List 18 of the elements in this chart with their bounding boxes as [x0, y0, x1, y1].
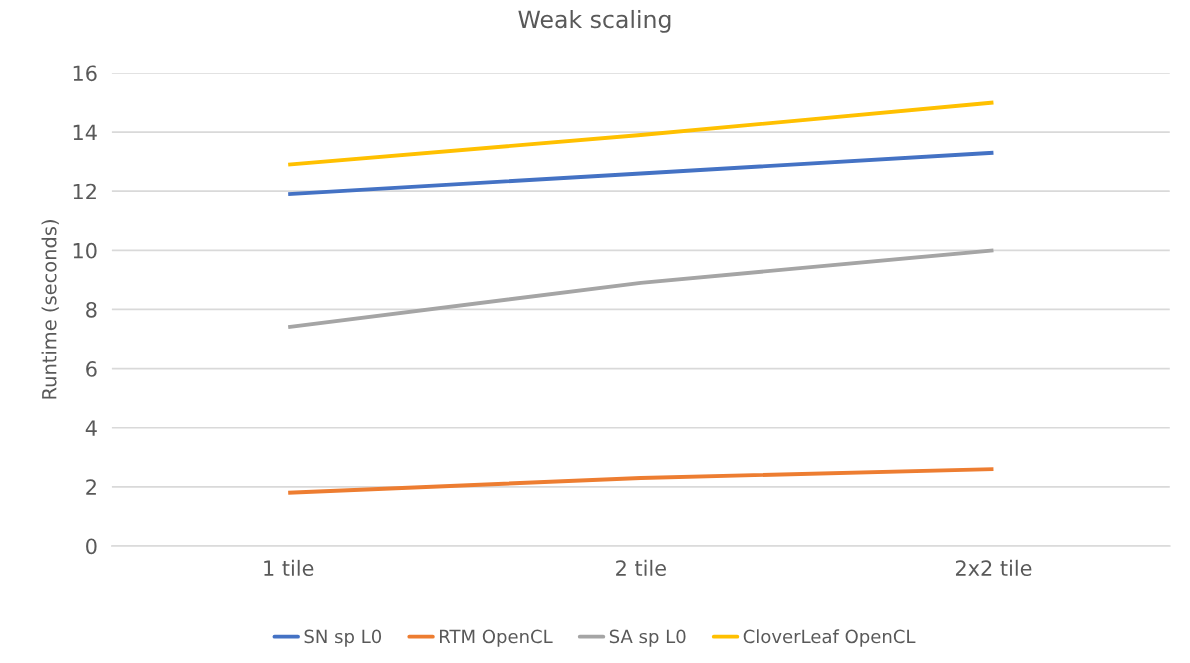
x-tick-label: 2 tile [616, 559, 666, 576]
y-tick-label: 2 [86, 479, 96, 495]
y-tick-label: 6 [86, 361, 97, 377]
y-tick-label: 0 [86, 538, 97, 555]
y-axis-title: Runtime (seconds) [41, 220, 59, 399]
legend-label: RTM OpenCL [440, 629, 553, 647]
chart-title: Weak scaling [518, 9, 671, 33]
y-tick-label: 10 [73, 242, 97, 259]
y-tick-label: 12 [73, 183, 96, 200]
legend-label: SN sp L0 [304, 629, 382, 647]
x-tick-label: 2x2 tile [955, 559, 1032, 576]
y-tick-label: 8 [86, 301, 97, 318]
y-tick-label: 14 [73, 124, 97, 140]
y-tick-label: 4 [85, 420, 97, 436]
legend-label: CloverLeaf OpenCL [743, 629, 916, 647]
y-tick-label: 16 [73, 65, 97, 82]
legend-label: SA sp L0 [609, 629, 686, 647]
x-tick-label: 1 tile [264, 559, 314, 576]
